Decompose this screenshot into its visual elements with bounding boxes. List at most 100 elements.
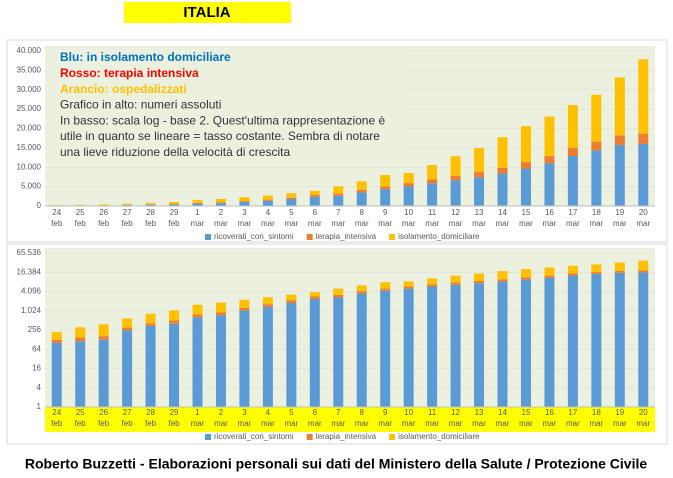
x-tick-label: 5 mar [284,408,298,428]
bar [497,281,508,407]
bar [145,323,156,326]
bar [98,336,109,340]
annotation: In basso: scala log - base 2. Quest'ulti… [60,113,385,127]
x-tick-label: 12 mar [449,408,463,428]
x-tick-label: 8 mar [355,208,369,228]
legend-swatch [205,434,211,440]
x-tick-label: 6 mar [308,208,322,228]
x-tick-label: 13 mar [472,408,486,428]
plot-area [45,248,655,407]
x-tick-label: 1 mar [191,408,205,428]
x-tick-label: 14 mar [496,208,510,228]
bar [638,272,649,407]
bar [169,323,180,407]
x-tick-label: 10 mar [402,408,416,428]
bar [403,281,414,287]
bar [215,302,226,313]
bar [122,330,133,407]
bar [239,310,250,407]
bar [262,195,273,200]
legend-label: terapia_intensiva [316,432,377,441]
y-tick-label: 20.000 [17,124,42,133]
bar [474,283,485,407]
bar [145,204,156,206]
bar [427,179,438,184]
bar [75,204,86,206]
bar [614,135,625,145]
x-tick-label: 2 mar [214,408,228,428]
bar [169,320,180,324]
bar [75,341,86,407]
y-tick-label: 16 [32,364,41,373]
x-tick-label: 11 mar [425,408,439,428]
bar [497,271,508,280]
bar [215,198,226,203]
bar [192,304,203,315]
header-title: ITALIA [183,4,230,21]
annotation: Arancio: ospedalizzati [60,82,187,96]
header-box [124,2,291,23]
bar [567,275,578,407]
bar [51,332,62,340]
bar [520,279,531,407]
bar [544,267,555,276]
bar [51,339,62,343]
bar [215,203,226,206]
x-tick-label: 7 mar [331,408,345,428]
x-tick-label: 2 mar [214,208,228,228]
x-tick-label: 25 feb [75,408,87,428]
annotation: una lieve riduzione della velocità di cr… [60,145,290,159]
bar [427,286,438,407]
x-tick-label: 20 mar [636,408,650,428]
bar [309,196,320,206]
bar [614,270,625,273]
bar [567,148,578,157]
annotation: Blu: in isolamento domiciliare [60,50,231,64]
bar [520,277,531,280]
bar [333,195,344,206]
bar [286,199,297,206]
bar [403,186,414,206]
x-tick-label: 29 feb [168,208,180,228]
bar [567,265,578,274]
bar [520,168,531,206]
bar [638,133,649,144]
x-tick-label: 25 feb [75,208,87,228]
bar [544,277,555,407]
bar [614,144,625,206]
x-tick-label: 10 mar [402,208,416,228]
x-tick-label: 8 mar [355,408,369,428]
bar [239,299,250,308]
bar [427,183,438,206]
bar [333,294,344,298]
bar [474,280,485,284]
x-tick-label: 19 mar [613,408,627,428]
x-tick-label: 4 mar [261,408,275,428]
x-tick-label: 19 mar [613,208,627,228]
bar [286,302,297,407]
bar [591,150,602,206]
y-tick-label: 10.000 [17,162,42,171]
bar [403,286,414,289]
bar [356,181,367,190]
y-tick-label: 15.000 [17,143,42,152]
y-tick-label: 5.000 [21,182,42,191]
bar [309,298,320,407]
x-tick-label: 15 mar [519,208,533,228]
legend-label: isolamento_domiciliare [398,432,480,441]
legend-label: ricoverati_con_sintomi [214,432,294,441]
x-tick-label: 16 mar [543,408,557,428]
bar [497,167,508,174]
bar [427,284,438,287]
bar [380,175,391,187]
bar [169,201,180,205]
x-tick-label: 9 mar [378,408,392,428]
x-tick-label: 1 mar [191,208,205,228]
annotation: utile in quanto se lineare = tasso costa… [60,129,380,143]
bar [192,314,203,318]
y-tick-label: 64 [32,344,41,353]
bar [122,327,133,331]
bar [333,186,344,194]
bar [356,293,367,407]
